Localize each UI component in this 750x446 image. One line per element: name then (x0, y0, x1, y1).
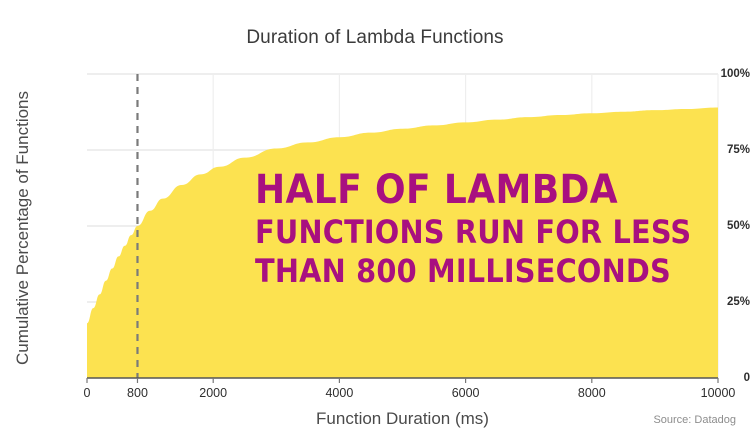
x-tick-label: 8000 (577, 386, 606, 400)
x-tick-label: 0 (83, 386, 91, 400)
y-tick-label: 50% (726, 220, 750, 232)
callout-line-3: THAN 800 MILLISECONDS (255, 252, 671, 290)
y-tick-label: 100% (720, 68, 750, 80)
x-tick-label: 2000 (199, 386, 228, 400)
callout-line-2: FUNCTIONS RUN FOR LESS (255, 213, 692, 251)
x-tick-label: 800 (127, 386, 148, 400)
chart-title: Duration of Lambda Functions (246, 27, 504, 48)
y-tick-label: 0 (743, 372, 750, 384)
area-series (87, 107, 718, 378)
source-note: Source: Datadog (653, 414, 736, 426)
x-tick-label: 6000 (451, 386, 480, 400)
y-tick-label: 25% (726, 296, 750, 308)
x-tick-label: 10000 (700, 386, 736, 400)
x-axis-label: Function Duration (ms) (316, 409, 489, 428)
x-tick-marks (86, 378, 719, 383)
x-tick-label: 4000 (325, 386, 354, 400)
callout-line-1: HALF OF LAMBDA (255, 167, 619, 213)
y-tick-label: 75% (726, 144, 750, 156)
